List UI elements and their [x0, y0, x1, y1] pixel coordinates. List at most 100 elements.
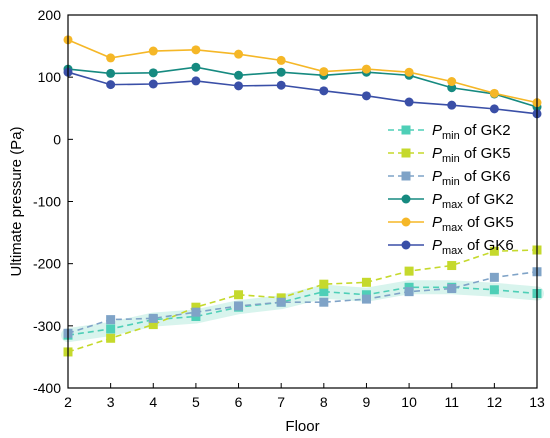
- y-tick-label: -400: [33, 380, 61, 396]
- data-point: [361, 277, 371, 287]
- x-axis-title: Floor: [285, 418, 319, 435]
- legend-marker: [401, 171, 411, 181]
- data-point: [106, 333, 116, 343]
- legend-symbol: P: [432, 191, 442, 208]
- x-tick-label: 3: [107, 394, 115, 410]
- legend-label: Pmax of GK6: [432, 237, 514, 257]
- y-axis: -400 -300 -200 -100 0 100 200: [33, 7, 73, 396]
- legend-label: Pmax of GK5: [432, 214, 514, 234]
- data-point: [319, 297, 329, 307]
- data-point: [489, 88, 499, 98]
- x-tick-label: 8: [320, 394, 328, 410]
- legend-symbol: P: [432, 168, 442, 185]
- data-point: [276, 80, 286, 90]
- legend-suffix: of GK2: [460, 122, 511, 139]
- data-point: [447, 77, 457, 87]
- data-point: [447, 284, 457, 294]
- data-point: [447, 83, 457, 93]
- data-point: [489, 104, 499, 114]
- data-point: [447, 100, 457, 110]
- data-point: [361, 294, 371, 304]
- legend-suffix: of GK6: [463, 237, 514, 254]
- legend-symbol: P: [432, 145, 442, 162]
- legend-symbol: P: [432, 122, 442, 139]
- series-line: [67, 71, 538, 115]
- x-tick-label: 5: [192, 394, 200, 410]
- data-point: [404, 97, 414, 107]
- legend-item: Pmax of GK5: [388, 214, 514, 234]
- legend-label: Pmax of GK2: [432, 191, 514, 211]
- data-point: [106, 324, 116, 334]
- legend-suffix: of GK2: [463, 191, 514, 208]
- y-tick-label: 200: [38, 7, 62, 23]
- legend-item: Pmax of GK6: [388, 237, 514, 257]
- data-point: [234, 70, 244, 80]
- data-point: [489, 285, 499, 295]
- data-point: [404, 67, 414, 77]
- series-6: [63, 67, 542, 119]
- series-line: [67, 66, 538, 108]
- data-point: [361, 91, 371, 101]
- series-line: [67, 270, 538, 335]
- legend-suffix: of GK6: [460, 168, 511, 185]
- data-point: [276, 67, 286, 77]
- data-point: [191, 302, 201, 312]
- x-tick-label: 6: [235, 394, 243, 410]
- y-tick-label: -100: [33, 194, 61, 210]
- legend-subscript: min: [442, 176, 460, 188]
- data-point: [319, 86, 329, 96]
- x-tick-label: 10: [401, 394, 417, 410]
- x-tick-label: 4: [149, 394, 157, 410]
- legend-suffix: of GK5: [460, 145, 511, 162]
- data-point: [191, 307, 201, 317]
- series-5: [63, 35, 542, 108]
- legend-item: Pmin of GK6: [388, 168, 511, 188]
- legend-subscript: max: [442, 222, 463, 234]
- legend-subscript: min: [442, 153, 460, 165]
- data-point: [319, 279, 329, 289]
- legend-label: Pmin of GK5: [432, 145, 511, 165]
- series-band: [61, 280, 544, 343]
- x-axis: 2 3 4 5 6 7 8 9 10 11 12 13: [64, 383, 545, 410]
- data-point: [404, 287, 414, 297]
- data-point: [191, 76, 201, 86]
- data-point: [106, 315, 116, 325]
- data-point: [489, 272, 499, 282]
- y-tick-label: 100: [38, 69, 62, 85]
- y-tick-label: -300: [33, 318, 61, 334]
- series-line: [67, 39, 538, 104]
- data-point: [191, 62, 201, 72]
- x-tick-label: 11: [444, 394, 459, 410]
- legend-marker: [401, 125, 411, 135]
- data-point: [361, 64, 371, 74]
- data-point: [106, 68, 116, 78]
- x-tick-label: 13: [529, 394, 545, 410]
- data-point: [234, 49, 244, 59]
- data-point: [319, 67, 329, 77]
- legend-marker: [401, 194, 411, 204]
- legend-marker: [401, 148, 411, 158]
- data-point: [234, 290, 244, 300]
- data-point: [191, 45, 201, 55]
- data-point: [106, 53, 116, 63]
- data-point: [234, 81, 244, 91]
- legend-suffix: of GK5: [463, 214, 514, 231]
- data-point: [148, 68, 158, 78]
- data-point: [489, 246, 499, 256]
- data-point: [148, 313, 158, 323]
- x-tick-label: 12: [487, 394, 503, 410]
- data-point: [148, 79, 158, 89]
- data-point: [404, 266, 414, 276]
- x-tick-label: 7: [277, 394, 285, 410]
- series-line: [67, 249, 538, 353]
- legend-subscript: max: [442, 199, 463, 211]
- legend-item: Pmin of GK2: [388, 122, 511, 142]
- data-point: [148, 320, 158, 330]
- data-point: [276, 297, 286, 307]
- data-point: [148, 46, 158, 56]
- legend-item: Pmax of GK2: [388, 191, 514, 211]
- legend-item: Pmin of GK5: [388, 145, 511, 165]
- y-axis-title: Ultimate pressure (Pa): [8, 126, 25, 276]
